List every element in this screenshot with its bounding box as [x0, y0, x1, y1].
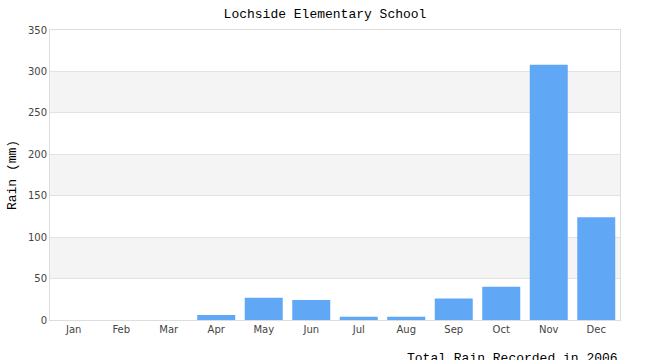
svg-text:Apr: Apr [208, 324, 226, 335]
svg-text:0: 0 [41, 315, 47, 326]
svg-text:Feb: Feb [112, 324, 130, 335]
svg-text:Rain (mm): Rain (mm) [5, 140, 20, 210]
svg-text:300: 300 [28, 66, 47, 77]
svg-text:Jun: Jun [302, 324, 319, 335]
svg-text:50: 50 [34, 273, 47, 284]
svg-text:350: 350 [28, 25, 47, 36]
svg-text:Dec: Dec [587, 324, 606, 335]
svg-text:Aug: Aug [396, 324, 416, 335]
svg-text:May: May [253, 324, 274, 335]
svg-text:200: 200 [28, 149, 47, 160]
svg-text:Jul: Jul [352, 324, 365, 335]
svg-text:Mar: Mar [159, 324, 179, 335]
svg-text:Sep: Sep [444, 324, 463, 335]
svg-text:Total Rain Recorded in 2006: Total Rain Recorded in 2006 [407, 351, 618, 360]
svg-text:Lochside Elementary School: Lochside Elementary School [224, 7, 427, 22]
svg-text:Nov: Nov [539, 324, 559, 335]
svg-text:150: 150 [28, 190, 47, 201]
svg-text:100: 100 [28, 232, 47, 243]
svg-text:250: 250 [28, 107, 47, 118]
svg-text:Jan: Jan [65, 324, 81, 335]
svg-text:Oct: Oct [493, 324, 510, 335]
